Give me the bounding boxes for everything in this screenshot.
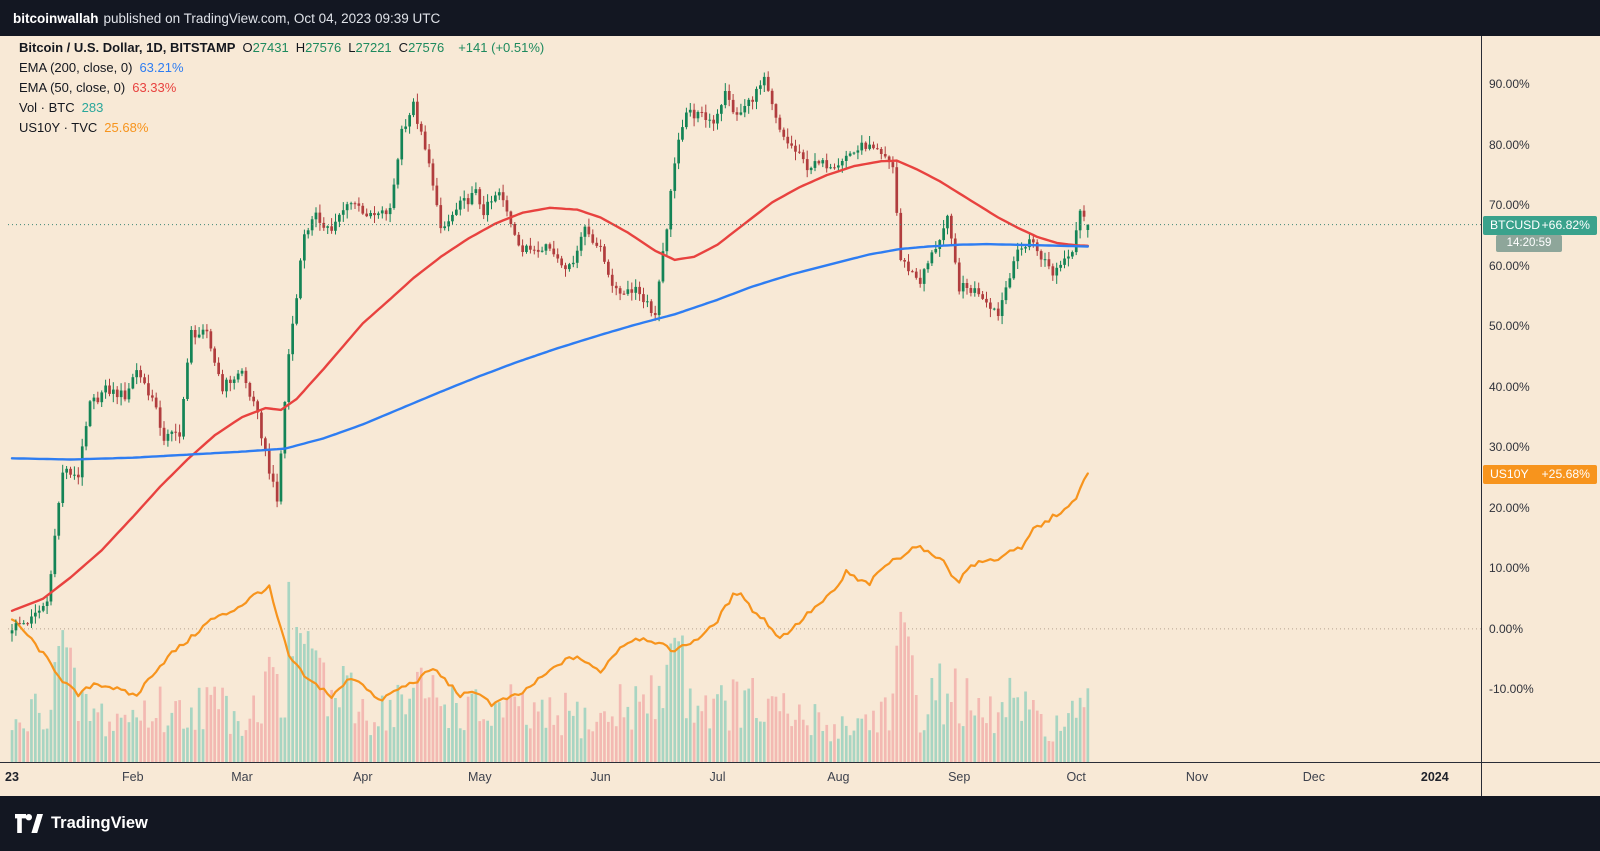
attribution-bar: bitcoinwallah published on TradingView.c… [0,0,1600,36]
chart-area[interactable]: Bitcoin / U.S. Dollar, 1D, BITSTAMP O 274… [0,36,1600,796]
indicator-row-volume[interactable]: Vol · BTC 283 [19,100,544,120]
indicator-name: EMA (200, close, 0) [19,60,133,75]
ohlc-key: L [348,40,356,55]
price-tick-label: -10.00% [1489,682,1534,697]
price-tick-label: 10.00% [1489,561,1530,576]
indicator-row-us10y[interactable]: US10Y · TVC 25.68% [19,120,544,140]
bar-close-countdown: 14:20:59 [1496,234,1562,252]
indicator-row-ema200[interactable]: EMA (200, close, 0) 63.21% [19,60,544,80]
time-tick-label: May [467,770,492,784]
time-tick-label: Jun [590,770,611,784]
btcusd-badge-symbol: BTCUSD [1490,218,1541,233]
indicator-value: 63.21% [139,60,184,75]
ohlc-key: H [295,40,306,55]
time-tick-label: Apr [353,770,373,784]
indicator-name: EMA (50, close, 0) [19,80,126,95]
us10y-badge-symbol: US10Y [1490,467,1529,481]
price-tick-label: 80.00% [1489,137,1530,152]
time-tick-label: Dec [1302,770,1326,784]
tradingview-logo-text: TradingView [51,814,148,832]
btcusd-price-badge: BTCUSD +66.82% [1483,215,1597,235]
indicator-row-ema50[interactable]: EMA (50, close, 0) 63.33% [19,80,544,100]
indicator-value: 283 [81,100,104,115]
ohlc-key: C [398,40,409,55]
price-tick-label: 90.00% [1489,77,1530,92]
ohlc-value: 27576 [305,40,342,55]
time-tick-label: Nov [1185,770,1209,784]
indicator-name: US10Y · TVC [19,120,98,135]
price-tick-label: 50.00% [1489,319,1530,334]
chart-canvas[interactable] [0,36,1600,796]
tradingview-logo-icon [15,814,43,833]
time-tick-label: Sep [948,770,971,784]
us10y-badge-change: +25.68% [1541,467,1590,481]
time-tick-label: 2024 [1420,770,1449,784]
symbol-legend-row[interactable]: Bitcoin / U.S. Dollar, 1D, BITSTAMP O 274… [19,40,544,60]
us10y-price-badge: US10Y +25.68% [1483,464,1597,484]
ohlc-key: O [242,40,253,55]
time-tick-label: Aug [827,770,850,784]
ohlc-value: 27221 [355,40,392,55]
footer-bar: TradingView [0,796,1600,851]
time-tick-label: Jul [709,770,726,784]
tradingview-logo[interactable]: TradingView [15,814,148,833]
chart-legend: Bitcoin / U.S. Dollar, 1D, BITSTAMP O 274… [19,40,544,140]
time-tick-label: Mar [231,770,253,784]
attribution-text: published on TradingView.com, Oct 04, 20… [103,10,441,26]
price-tick-label: 20.00% [1489,500,1530,515]
symbol-title: Bitcoin / U.S. Dollar, 1D, BITSTAMP [19,40,236,55]
time-tick-label: Oct [1066,770,1086,784]
time-tick-label: Feb [122,770,144,784]
price-tick-label: 70.00% [1489,198,1530,213]
indicator-value: 63.33% [132,80,177,95]
time-tick-label: 23 [5,770,19,784]
price-tick-label: 60.00% [1489,258,1530,273]
price-tick-label: 40.00% [1489,379,1530,394]
ohlc-value: 27431 [252,40,289,55]
btcusd-badge-change: +66.82% [1541,218,1590,233]
indicator-name: Vol · BTC [19,100,75,115]
ohlc-values: O 27431 H 27576 L 27221 C 27576 [242,40,451,55]
author-name: bitcoinwallah [13,10,99,26]
indicator-value: 25.68% [104,120,149,135]
price-tick-label: 30.00% [1489,440,1530,455]
ohlc-value: 27576 [408,40,445,55]
price-tick-label: 0.00% [1489,621,1524,636]
bar-change: +141 (+0.51%) [458,40,545,55]
